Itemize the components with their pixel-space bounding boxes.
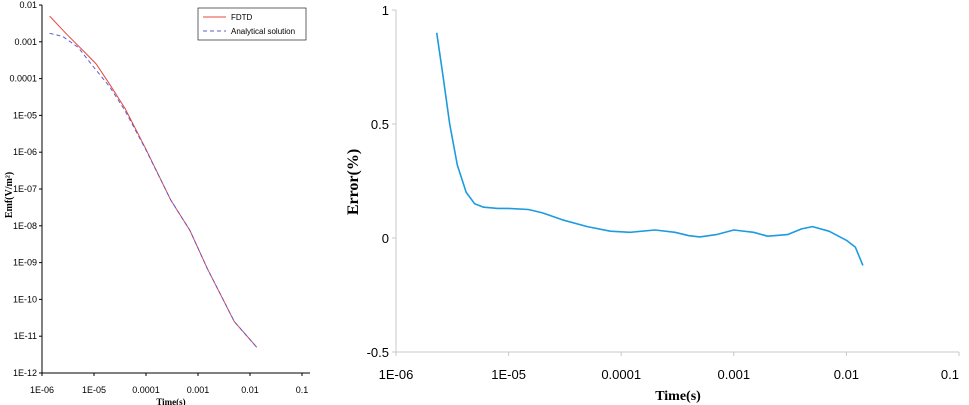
emf-y-tick-label: 0.01: [19, 0, 37, 10]
emf-x-label: Time(s): [156, 397, 185, 405]
error-y-tick-label: 0: [382, 231, 389, 246]
emf-y-tick-label: 1E-11: [14, 331, 37, 341]
emf-x-tick-label: 0.001: [187, 385, 210, 395]
error-x-tick-label: 0.0001: [601, 367, 641, 382]
emf-y-tick-label: 1E-06: [13, 147, 37, 157]
emf-x-ticks: 1E-06 1E-05 0.0001 0.001 0.01 0.1: [30, 373, 308, 395]
emf-series-line-0: [49, 15, 258, 348]
error-y-ticks: -0.5 0 0.5 1: [367, 3, 396, 360]
emf-y-tick-label: 0.001: [14, 37, 37, 47]
emf-y-tick-label: 0.0001: [9, 74, 37, 84]
emf-y-tick-label: 1E-07: [13, 184, 37, 194]
error-x-tick-label: 1E-06: [379, 367, 414, 382]
emf-x-tick-label: 1E-06: [30, 385, 54, 395]
error-x-tick-label: 1E-05: [491, 367, 526, 382]
emf-series: [49, 15, 258, 348]
emf-y-label: Emf(V/m²): [4, 172, 15, 218]
emf-x-tick-label: 0.01: [241, 385, 259, 395]
emf-y-tick-label: 1E-05: [13, 110, 37, 120]
emf-y-ticks: 1E-12 1E-11 1E-10 1E-09 1E-08 1E-07 1E-06 1E-05…: [9, 0, 42, 378]
legend-analytical-label: Analytical solution: [231, 27, 295, 36]
error-series: [435, 32, 864, 266]
error-x-label: Time(s): [655, 389, 701, 404]
legend-fdtd-label: FDTD: [231, 13, 253, 22]
emf-series-line-1: [49, 32, 258, 348]
error-y-tick-label: -0.5: [367, 345, 389, 360]
emf-x-tick-label: 0.0001: [132, 385, 160, 395]
emf-y-tick-label: 1E-09: [13, 258, 37, 268]
error-y-label: Error(%): [345, 149, 362, 215]
error-x-ticks: 1E-06 1E-05 0.0001 0.001 0.01 0.1: [379, 352, 960, 382]
emf-x-tick-label: 1E-05: [82, 385, 106, 395]
emf-legend-box: [197, 7, 307, 41]
error-y-tick-label: 0.5: [371, 117, 389, 132]
error-series-line-0: [435, 32, 864, 266]
emf-y-tick-label: 1E-10: [13, 294, 37, 304]
error-chart: -0.5 0 0.5 1 1E-06 1E-05 0.0001 0.001 0.01 0.1 E…: [345, 3, 960, 404]
error-x-tick-label: 0.01: [834, 367, 859, 382]
emf-y-tick-label: 1E-08: [13, 221, 37, 231]
error-x-tick-label: 0.1: [941, 367, 959, 382]
emf-x-tick-label: 0.1: [296, 385, 309, 395]
emf-chart: 1E-12 1E-11 1E-10 1E-09 1E-08 1E-07 1E-06 1E-05…: [4, 0, 310, 405]
emf-legend: FDTD Analytical solution: [197, 7, 307, 41]
error-y-tick-label: 1: [382, 3, 389, 18]
emf-y-tick-label: 1E-12: [13, 368, 37, 378]
error-x-tick-label: 0.001: [718, 367, 751, 382]
